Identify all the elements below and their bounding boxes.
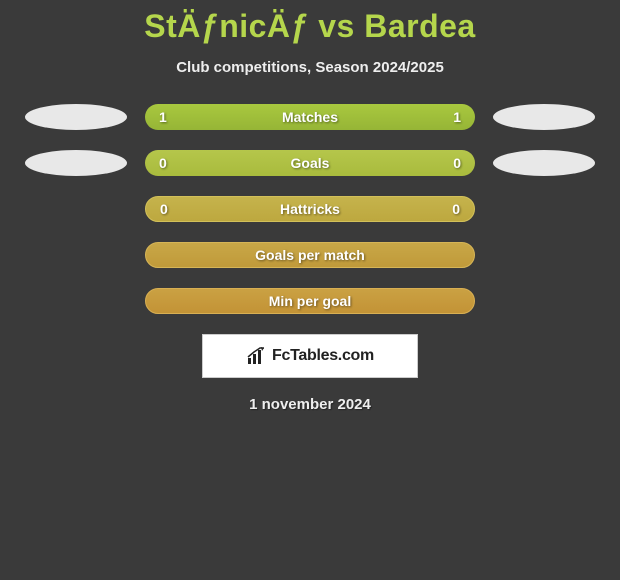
- stat-right-value: 0: [440, 201, 460, 217]
- stat-label: Min per goal: [269, 293, 351, 309]
- player-left-badge: [25, 150, 127, 176]
- stat-row: 1 Matches 1: [0, 104, 620, 130]
- brand-text: FcTables.com: [272, 347, 374, 365]
- comparison-widget: StÄƒnicÄƒ vs Bardea Club competitions, S…: [0, 0, 620, 413]
- stat-row: 0 Goals 0: [0, 150, 620, 176]
- stat-right-value: 1: [441, 109, 461, 125]
- player-right-badge: [493, 150, 595, 176]
- stat-label: Goals per match: [255, 247, 365, 263]
- stat-label: Matches: [282, 109, 338, 125]
- page-title: StÄƒnicÄƒ vs Bardea: [0, 8, 620, 45]
- page-subtitle: Club competitions, Season 2024/2025: [0, 59, 620, 76]
- bar-chart-icon: [246, 346, 266, 366]
- stat-left-value: 1: [159, 109, 179, 125]
- stat-label: Goals: [291, 155, 330, 171]
- stat-bar: Goals per match: [145, 242, 475, 268]
- stat-row: 0 Hattricks 0: [0, 196, 620, 222]
- stat-row: Min per goal: [0, 288, 620, 314]
- stat-bar: 1 Matches 1: [145, 104, 475, 130]
- stat-bar: 0 Goals 0: [145, 150, 475, 176]
- stat-left-value: 0: [160, 201, 180, 217]
- date-label: 1 november 2024: [0, 396, 620, 413]
- stat-row: Goals per match: [0, 242, 620, 268]
- stat-bar: Min per goal: [145, 288, 475, 314]
- brand-link[interactable]: FcTables.com: [202, 334, 418, 378]
- player-left-badge: [25, 104, 127, 130]
- stat-right-value: 0: [441, 155, 461, 171]
- stat-left-value: 0: [159, 155, 179, 171]
- player-right-badge: [493, 104, 595, 130]
- stat-label: Hattricks: [280, 201, 340, 217]
- stat-rows: 1 Matches 1 0 Goals 0 0 Hattricks 0 Goals per mat…: [0, 104, 620, 314]
- stat-bar: 0 Hattricks 0: [145, 196, 475, 222]
